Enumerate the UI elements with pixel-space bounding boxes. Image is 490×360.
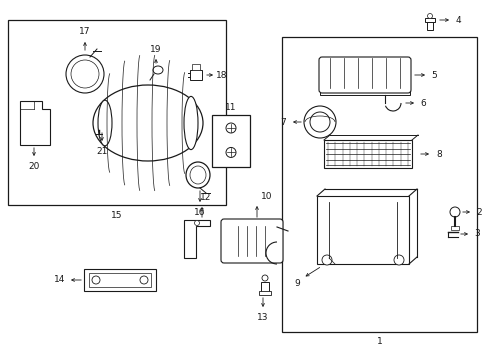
Bar: [261, 282, 269, 292]
Polygon shape: [20, 101, 50, 145]
Text: 3: 3: [474, 230, 480, 239]
Circle shape: [394, 255, 404, 265]
Text: 21: 21: [97, 147, 108, 156]
Ellipse shape: [98, 100, 112, 146]
Circle shape: [226, 148, 236, 157]
Ellipse shape: [97, 117, 107, 127]
Text: 16: 16: [194, 207, 206, 216]
FancyBboxPatch shape: [319, 57, 411, 93]
Text: 4: 4: [455, 15, 461, 24]
Circle shape: [140, 276, 148, 284]
Ellipse shape: [310, 112, 330, 132]
Ellipse shape: [94, 114, 110, 130]
Text: 14: 14: [54, 275, 66, 284]
Bar: [84, 269, 156, 291]
Bar: [317, 196, 409, 264]
Ellipse shape: [304, 106, 336, 138]
Bar: [212, 115, 250, 167]
Bar: [8, 20, 226, 205]
Ellipse shape: [190, 166, 206, 184]
Text: 2: 2: [476, 207, 482, 216]
Circle shape: [262, 275, 268, 281]
Bar: [282, 37, 477, 332]
Text: 6: 6: [420, 99, 426, 108]
Bar: [192, 64, 200, 70]
Text: 9: 9: [294, 279, 300, 288]
Text: 17: 17: [79, 27, 91, 36]
Bar: [190, 70, 202, 80]
Polygon shape: [184, 220, 210, 258]
Text: 10: 10: [261, 192, 273, 201]
Text: 7: 7: [280, 117, 286, 126]
Text: 20: 20: [28, 162, 40, 171]
Text: 19: 19: [150, 45, 162, 54]
FancyBboxPatch shape: [221, 219, 283, 263]
Ellipse shape: [66, 55, 104, 93]
Ellipse shape: [184, 96, 198, 150]
Text: 12: 12: [200, 193, 212, 202]
Text: 8: 8: [436, 149, 442, 158]
Circle shape: [322, 255, 332, 265]
Circle shape: [226, 123, 236, 133]
Ellipse shape: [186, 162, 210, 188]
Bar: [451, 226, 459, 230]
Ellipse shape: [153, 66, 163, 74]
Circle shape: [427, 14, 433, 18]
Bar: [425, 18, 435, 22]
Text: 5: 5: [431, 71, 437, 80]
Bar: [320, 85, 410, 95]
Text: 15: 15: [111, 211, 123, 220]
Text: 1: 1: [377, 338, 382, 346]
Circle shape: [92, 276, 100, 284]
Text: 11: 11: [225, 103, 237, 112]
Bar: [259, 291, 271, 295]
Circle shape: [195, 220, 199, 225]
Bar: [89, 273, 151, 287]
Ellipse shape: [93, 85, 203, 161]
Bar: [427, 22, 433, 30]
Ellipse shape: [71, 60, 99, 88]
Text: 18: 18: [216, 71, 228, 80]
Circle shape: [450, 207, 460, 217]
Bar: [324, 140, 412, 168]
Text: 13: 13: [257, 312, 269, 321]
